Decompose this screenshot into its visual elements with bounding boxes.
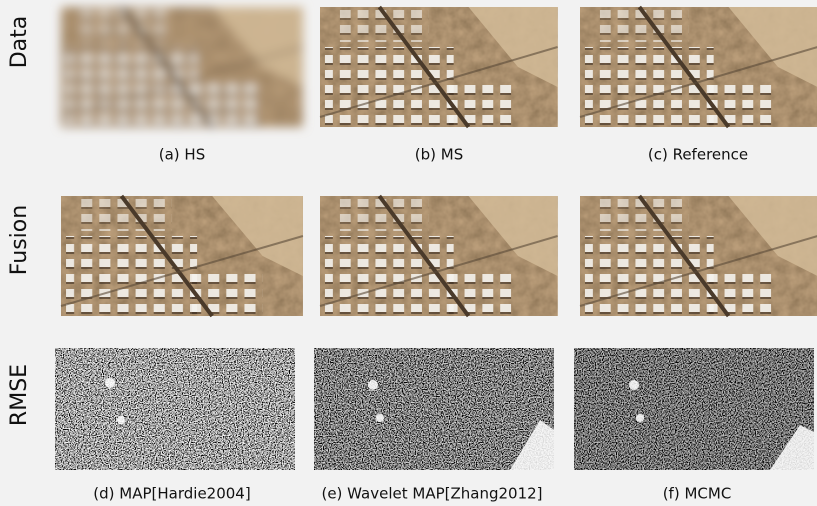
rmse-map xyxy=(314,348,554,470)
fusion-image xyxy=(320,196,558,316)
fusion-image xyxy=(61,196,303,316)
hs-image xyxy=(61,7,303,127)
figure: Data Fusion RMSE (a) HS (b) MS (c) Refer… xyxy=(0,0,817,506)
row-label: Data xyxy=(7,16,32,69)
reference-image xyxy=(580,7,817,127)
row-label: Fusion xyxy=(7,205,32,275)
caption: (d) MAP[Hardie2004] xyxy=(93,485,250,503)
caption: (a) HS xyxy=(159,146,205,164)
caption: (f) MCMC xyxy=(663,485,732,503)
row-label: RMSE xyxy=(7,364,32,426)
page: {"row_labels": ["Data", "Fusion", "RMSE"… xyxy=(0,0,817,506)
caption: (b) MS xyxy=(415,146,463,164)
caption: (e) Wavelet MAP[Zhang2012] xyxy=(321,485,542,503)
rmse-map xyxy=(574,348,814,470)
ms-image xyxy=(320,7,558,127)
caption: (c) Reference xyxy=(648,146,748,164)
rmse-map xyxy=(55,348,295,470)
fusion-image xyxy=(580,196,817,316)
